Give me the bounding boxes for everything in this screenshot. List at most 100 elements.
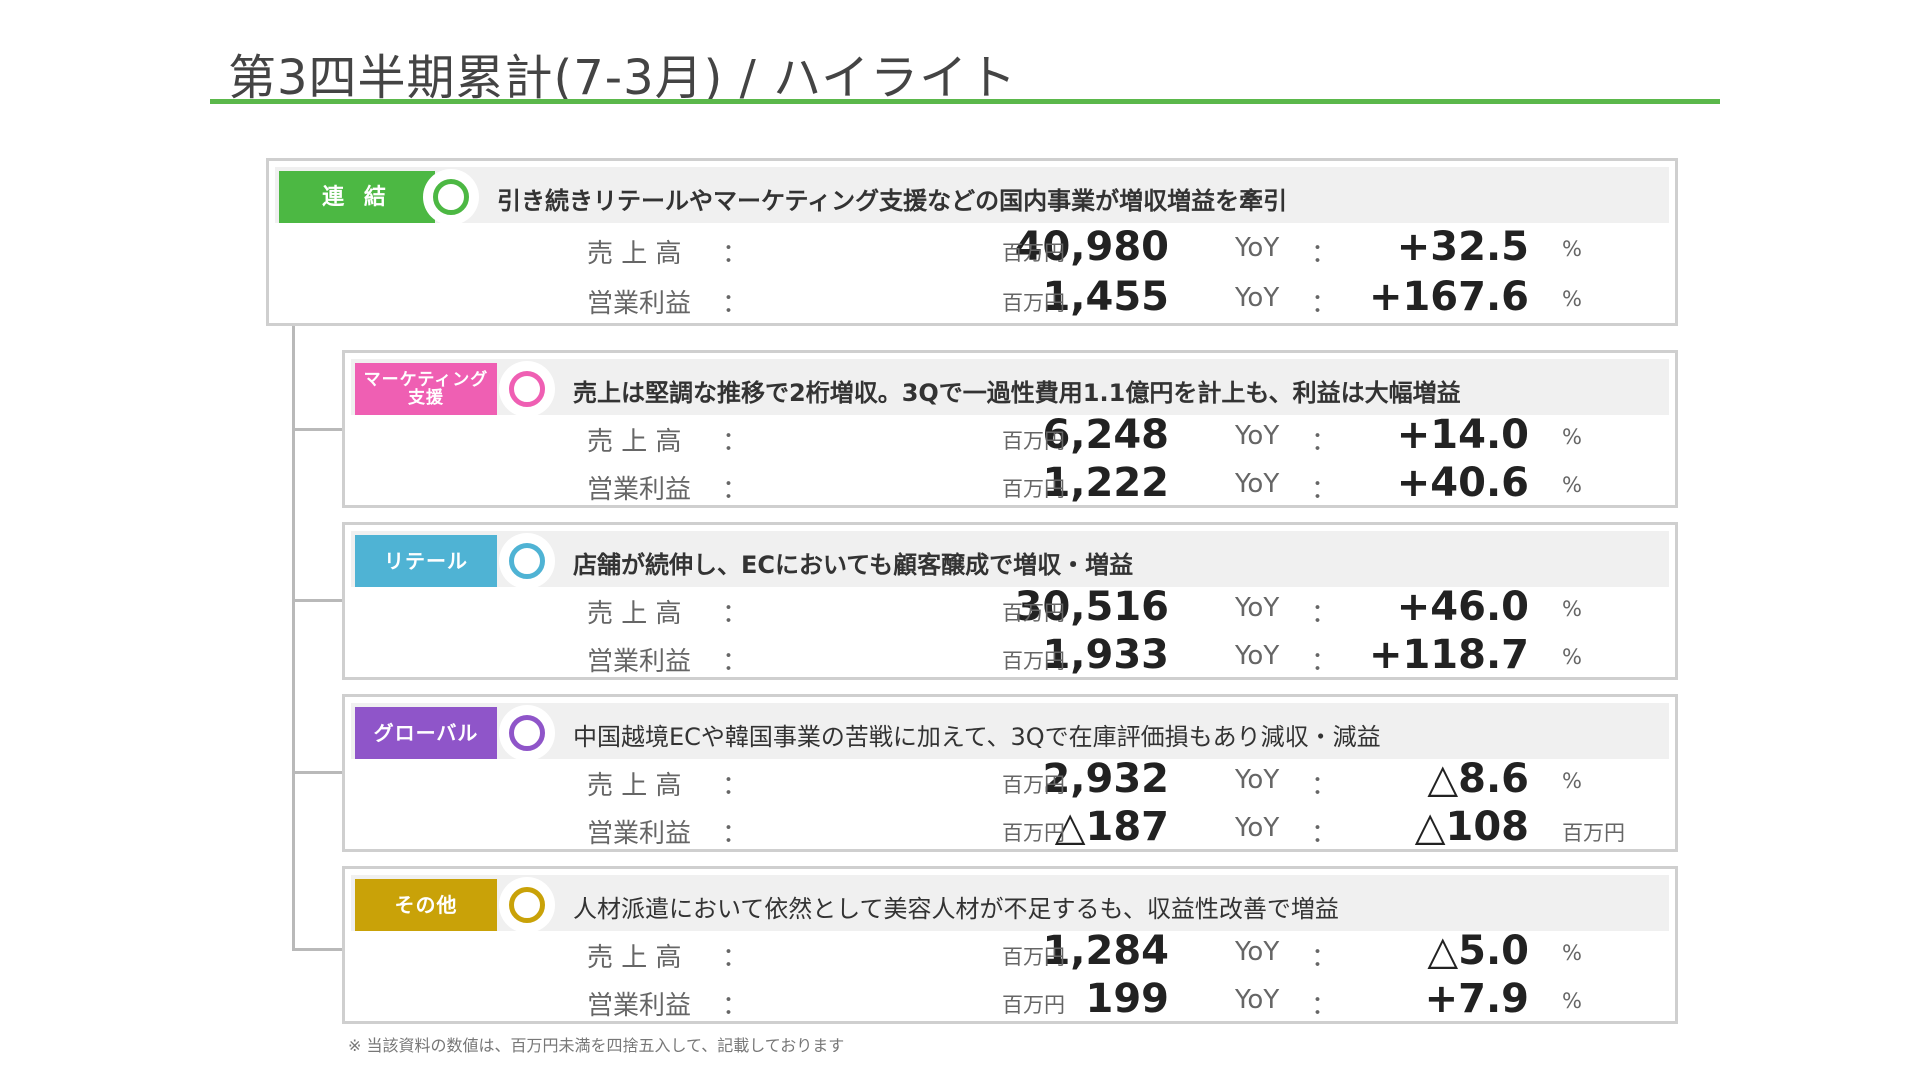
sales-unit: 百万円 bbox=[1002, 945, 1065, 969]
tree-connector-global bbox=[292, 771, 346, 774]
operating-income-yoy-label: YoY bbox=[1235, 641, 1280, 671]
segment-headline: 人材派遣において依然として美容人材が不足するも、収益性改善で増益 bbox=[573, 895, 1339, 923]
sales-label: 売 上 高 bbox=[587, 239, 682, 269]
operating-income-value: 1,222 bbox=[1042, 460, 1169, 506]
ring-icon bbox=[413, 169, 479, 225]
operating-income-yoy-value: +167.6 bbox=[1368, 274, 1529, 320]
segment-tag-other: その他 bbox=[355, 879, 497, 931]
segment-box-global: グローバル 中国越境ECや韓国事業の苦戦に加えて、3Qで在庫評価損もあり減収・減… bbox=[342, 694, 1678, 852]
colon: ： bbox=[1311, 599, 1338, 629]
sales-row: 売 上 高 ： 6,248 百万円 YoY ： +14.0 % bbox=[345, 412, 1675, 459]
operating-income-yoy-unit: 百万円 bbox=[1562, 821, 1625, 845]
segment-box-retail: リテール 店舗が続伸し、ECにおいても顧客醸成で増収・増益 売 上 高 ： 30… bbox=[342, 522, 1678, 680]
colon: ： bbox=[722, 771, 749, 801]
operating-income-yoy-unit: % bbox=[1562, 989, 1582, 1013]
sales-yoy-value: △8.6 bbox=[1427, 756, 1529, 802]
colon: ： bbox=[722, 991, 749, 1021]
operating-income-row: 営業利益 ： 1,222 百万円 YoY ： +40.6 % bbox=[345, 460, 1675, 507]
sales-unit: 百万円 bbox=[1002, 601, 1065, 625]
operating-income-value: 1,455 bbox=[1042, 274, 1169, 320]
colon: ： bbox=[1311, 819, 1338, 849]
colon: ： bbox=[722, 289, 749, 319]
sales-unit: 百万円 bbox=[1002, 241, 1065, 265]
segment-headline: 引き続きリテールやマーケティング支援などの国内事業が増収増益を牽引 bbox=[497, 187, 1288, 215]
segment-tag-consolidated: 連 結 bbox=[279, 171, 435, 223]
sales-yoy-value: △5.0 bbox=[1427, 928, 1529, 974]
colon: ： bbox=[1311, 647, 1338, 677]
colon: ： bbox=[1311, 239, 1338, 269]
sales-yoy-unit: % bbox=[1562, 425, 1582, 449]
operating-income-label: 営業利益 bbox=[587, 289, 692, 319]
sales-label: 売 上 高 bbox=[587, 427, 682, 457]
ring-icon bbox=[489, 877, 555, 933]
operating-income-yoy-value: +40.6 bbox=[1396, 460, 1529, 506]
colon: ： bbox=[722, 427, 749, 457]
sales-value: 30,516 bbox=[1014, 584, 1169, 630]
sales-yoy-unit: % bbox=[1562, 597, 1582, 621]
colon: ： bbox=[1311, 289, 1338, 319]
tree-connector-marketing bbox=[292, 428, 346, 431]
colon: ： bbox=[722, 475, 749, 505]
operating-income-row: 営業利益 ： 1,933 百万円 YoY ： +118.7 % bbox=[345, 632, 1675, 679]
sales-value: 6,248 bbox=[1042, 412, 1169, 458]
colon: ： bbox=[722, 239, 749, 269]
sales-yoy-label: YoY bbox=[1235, 233, 1280, 263]
segment-header: リテール 店舗が続伸し、ECにおいても顧客醸成で増収・増益 bbox=[351, 531, 1669, 589]
page-title: 第3四半期累計(7-3月) / ハイライト bbox=[228, 50, 1018, 106]
sales-yoy-label: YoY bbox=[1235, 593, 1280, 623]
footnote: ※ 当該資料の数値は、百万円未満を四捨五入して、記載しております bbox=[348, 1036, 845, 1055]
sales-yoy-value: +14.0 bbox=[1396, 412, 1529, 458]
operating-income-yoy-value: +7.9 bbox=[1424, 976, 1529, 1022]
sales-value: 1,284 bbox=[1042, 928, 1169, 974]
sales-value: 2,932 bbox=[1042, 756, 1169, 802]
operating-income-row: 営業利益 ： 199 百万円 YoY ： +7.9 % bbox=[345, 976, 1675, 1023]
sales-yoy-value: +32.5 bbox=[1396, 224, 1529, 270]
title-underline bbox=[210, 99, 1720, 104]
sales-label: 売 上 高 bbox=[587, 771, 682, 801]
colon: ： bbox=[722, 599, 749, 629]
sales-unit: 百万円 bbox=[1002, 773, 1065, 797]
segment-box-marketing: マーケティング 支援 売上は堅調な推移で2桁増収。3Qで一過性費用1.1億円を計… bbox=[342, 350, 1678, 508]
sales-yoy-value: +46.0 bbox=[1396, 584, 1529, 630]
operating-income-label: 営業利益 bbox=[587, 991, 692, 1021]
colon: ： bbox=[1311, 943, 1338, 973]
sales-yoy-unit: % bbox=[1562, 769, 1582, 793]
segment-header: その他 人材派遣において依然として美容人材が不足するも、収益性改善で増益 bbox=[351, 875, 1669, 933]
sales-label: 売 上 高 bbox=[587, 599, 682, 629]
operating-income-unit: 百万円 bbox=[1002, 649, 1065, 673]
operating-income-label: 営業利益 bbox=[587, 475, 692, 505]
sales-label: 売 上 高 bbox=[587, 943, 682, 973]
tree-connector-other bbox=[292, 948, 346, 951]
operating-income-value: 199 bbox=[1085, 976, 1170, 1022]
sales-yoy-label: YoY bbox=[1235, 765, 1280, 795]
operating-income-yoy-value: △108 bbox=[1414, 804, 1529, 850]
ring-icon bbox=[489, 361, 555, 417]
operating-income-yoy-label: YoY bbox=[1235, 813, 1280, 843]
operating-income-yoy-label: YoY bbox=[1235, 283, 1280, 313]
ring-icon bbox=[489, 533, 555, 589]
sales-unit: 百万円 bbox=[1002, 429, 1065, 453]
colon: ： bbox=[1311, 427, 1338, 457]
segment-box-consolidated: 連 結 引き続きリテールやマーケティング支援などの国内事業が増収増益を牽引 売 … bbox=[266, 158, 1678, 326]
sales-yoy-unit: % bbox=[1562, 941, 1582, 965]
segment-header: 連 結 引き続きリテールやマーケティング支援などの国内事業が増収増益を牽引 bbox=[275, 167, 1669, 225]
colon: ： bbox=[1311, 475, 1338, 505]
colon: ： bbox=[722, 943, 749, 973]
operating-income-unit: 百万円 bbox=[1002, 821, 1065, 845]
operating-income-row: 営業利益 ： △187 百万円 YoY ： △108 百万円 bbox=[345, 804, 1675, 851]
segment-header: グローバル 中国越境ECや韓国事業の苦戦に加えて、3Qで在庫評価損もあり減収・減… bbox=[351, 703, 1669, 761]
segment-headline: 店舗が続伸し、ECにおいても顧客醸成で増収・増益 bbox=[573, 551, 1134, 579]
colon: ： bbox=[722, 819, 749, 849]
operating-income-yoy-unit: % bbox=[1562, 287, 1582, 311]
operating-income-label: 営業利益 bbox=[587, 819, 692, 849]
operating-income-yoy-value: +118.7 bbox=[1368, 632, 1529, 678]
operating-income-unit: 百万円 bbox=[1002, 993, 1065, 1017]
ring-icon bbox=[489, 705, 555, 761]
operating-income-value: △187 bbox=[1054, 804, 1169, 850]
segment-headline: 中国越境ECや韓国事業の苦戦に加えて、3Qで在庫評価損もあり減収・減益 bbox=[573, 723, 1381, 751]
sales-row: 売 上 高 ： 40,980 百万円 YoY ： +32.5 % bbox=[269, 224, 1675, 271]
tree-connector-vertical bbox=[292, 326, 295, 950]
operating-income-yoy-label: YoY bbox=[1235, 469, 1280, 499]
operating-income-value: 1,933 bbox=[1042, 632, 1169, 678]
colon: ： bbox=[1311, 771, 1338, 801]
